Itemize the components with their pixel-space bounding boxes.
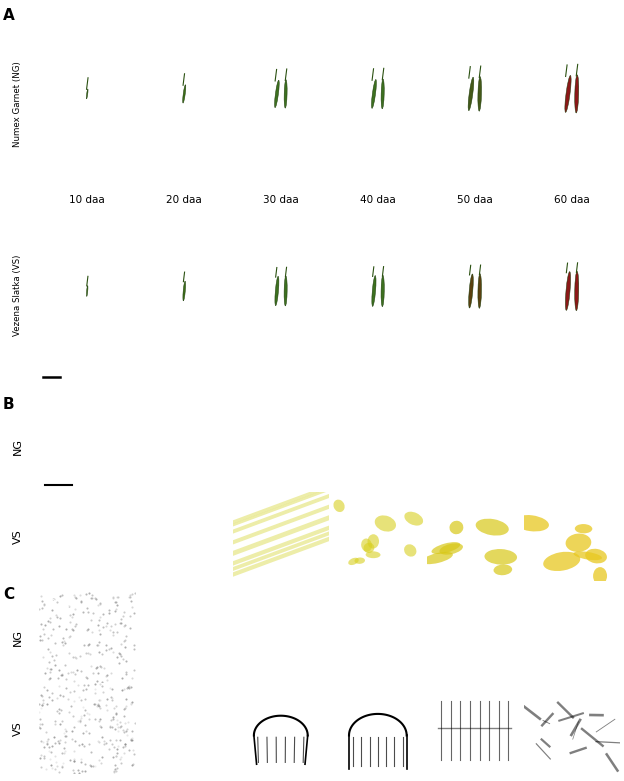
Text: 40 daa: 40 daa xyxy=(361,195,396,205)
Ellipse shape xyxy=(348,558,359,565)
Ellipse shape xyxy=(565,76,571,112)
Ellipse shape xyxy=(449,521,464,534)
Ellipse shape xyxy=(183,85,186,103)
Ellipse shape xyxy=(371,80,376,109)
Ellipse shape xyxy=(275,276,279,305)
Text: 20 daa: 20 daa xyxy=(142,599,175,608)
Ellipse shape xyxy=(372,276,376,306)
Text: 30 daa: 30 daa xyxy=(238,408,272,418)
Ellipse shape xyxy=(366,551,381,558)
Text: 50 daa: 50 daa xyxy=(432,408,466,418)
Text: 40 daa: 40 daa xyxy=(336,408,369,418)
Ellipse shape xyxy=(404,544,416,557)
Ellipse shape xyxy=(585,549,607,563)
Ellipse shape xyxy=(593,567,607,585)
Text: 30 daa: 30 daa xyxy=(238,599,272,608)
Text: 20 daa: 20 daa xyxy=(142,408,175,418)
Text: 10 daa: 10 daa xyxy=(44,599,78,608)
Ellipse shape xyxy=(354,558,365,564)
Ellipse shape xyxy=(404,512,423,526)
Ellipse shape xyxy=(514,515,549,531)
Text: 20 daa: 20 daa xyxy=(167,195,202,205)
Ellipse shape xyxy=(381,79,384,109)
Text: 50 daa: 50 daa xyxy=(457,195,493,205)
Ellipse shape xyxy=(275,80,279,108)
Ellipse shape xyxy=(364,543,374,553)
Text: 10 daa: 10 daa xyxy=(69,195,105,205)
Text: 40 daa: 40 daa xyxy=(336,599,369,608)
Text: Vezena Slatka (VS): Vezena Slatka (VS) xyxy=(13,255,22,336)
Ellipse shape xyxy=(575,271,578,311)
Ellipse shape xyxy=(422,552,453,564)
Ellipse shape xyxy=(478,77,482,111)
Ellipse shape xyxy=(284,276,287,306)
Ellipse shape xyxy=(565,533,592,552)
Ellipse shape xyxy=(573,551,602,560)
Ellipse shape xyxy=(381,276,384,307)
Ellipse shape xyxy=(484,549,517,565)
Text: 60 daa: 60 daa xyxy=(530,408,563,418)
Ellipse shape xyxy=(375,515,396,532)
Ellipse shape xyxy=(494,565,512,576)
Text: 30 daa: 30 daa xyxy=(263,195,299,205)
Text: 50 daa: 50 daa xyxy=(432,599,466,608)
Text: NG: NG xyxy=(12,438,23,455)
Ellipse shape xyxy=(575,524,592,533)
Ellipse shape xyxy=(368,534,379,548)
Text: NG: NG xyxy=(12,629,23,646)
Text: 60 daa: 60 daa xyxy=(530,599,563,608)
Ellipse shape xyxy=(431,542,461,554)
Text: Numex Garnet (NG): Numex Garnet (NG) xyxy=(13,61,22,147)
Ellipse shape xyxy=(544,552,580,571)
Text: VS: VS xyxy=(12,721,23,736)
Ellipse shape xyxy=(361,538,372,551)
Ellipse shape xyxy=(86,89,88,99)
Text: VS: VS xyxy=(12,530,23,544)
Ellipse shape xyxy=(478,274,482,308)
Ellipse shape xyxy=(565,272,570,310)
Ellipse shape xyxy=(439,544,463,555)
Ellipse shape xyxy=(575,75,578,113)
Ellipse shape xyxy=(333,500,344,512)
Ellipse shape xyxy=(183,281,185,301)
Ellipse shape xyxy=(284,80,287,108)
Text: 10 daa: 10 daa xyxy=(44,408,78,418)
Ellipse shape xyxy=(469,274,473,308)
Ellipse shape xyxy=(87,286,88,296)
Ellipse shape xyxy=(475,519,509,536)
Ellipse shape xyxy=(468,77,474,111)
Text: B: B xyxy=(3,397,15,412)
Text: 60 daa: 60 daa xyxy=(555,195,590,205)
Text: C: C xyxy=(3,587,14,602)
Text: A: A xyxy=(3,8,15,23)
